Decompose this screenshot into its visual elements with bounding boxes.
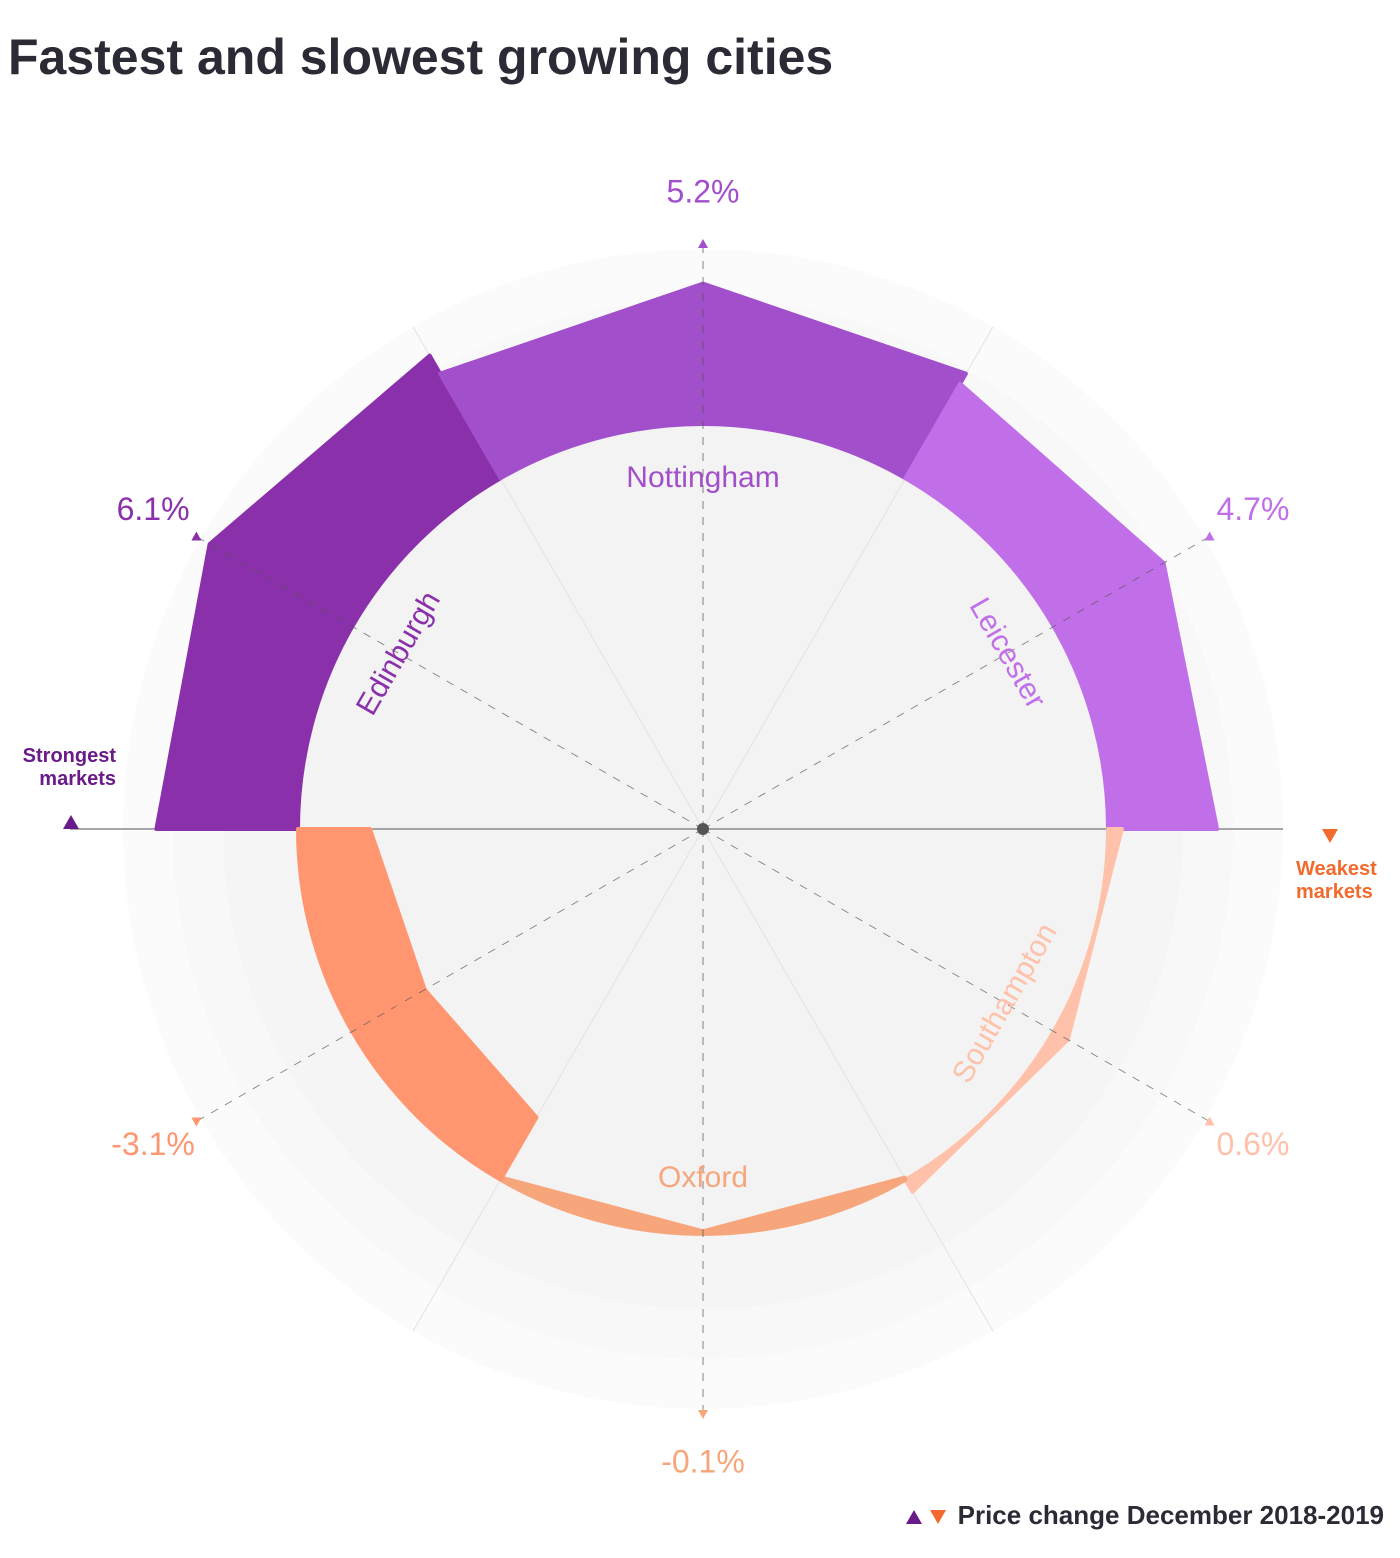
- value-marker: [1204, 531, 1215, 541]
- category-label: Nottingham: [626, 461, 779, 494]
- value-label: -3.1%: [111, 1126, 195, 1162]
- strong-marker: [63, 815, 79, 829]
- category-label: Oxford: [658, 1161, 748, 1194]
- legend-label: Price change December 2018-2019: [957, 1500, 1384, 1530]
- chart-title: Fastest and slowest growing cities: [8, 29, 834, 85]
- bar: [154, 353, 503, 831]
- value-label: 4.7%: [1216, 491, 1289, 527]
- center-dot: [697, 823, 709, 835]
- value-marker: [191, 1117, 202, 1127]
- bar: [903, 827, 1124, 1194]
- guide-line: [702, 828, 1210, 1122]
- bar: [296, 827, 539, 1182]
- legend-up-triangle: [905, 1509, 922, 1524]
- value-label: 5.2%: [667, 173, 740, 209]
- annotation: Weakest markets: [1296, 858, 1377, 903]
- value-marker: [698, 239, 708, 248]
- guide-line: [196, 828, 704, 1122]
- guide-line: [196, 536, 704, 830]
- legend: Price change December 2018-2019: [904, 1500, 1384, 1531]
- value-label: 6.1%: [117, 491, 190, 527]
- spoke: [702, 828, 994, 1332]
- legend-down-triangle: [929, 1509, 946, 1524]
- value-marker: [1204, 1116, 1215, 1126]
- annotation: Strongest markets: [22, 745, 116, 790]
- value-label: 0.6%: [1216, 1126, 1289, 1162]
- value-marker: [698, 1410, 708, 1419]
- value-label: -0.1%: [661, 1443, 745, 1479]
- weak-marker: [1322, 829, 1338, 843]
- bar: [498, 1175, 908, 1236]
- guide-line: [702, 536, 1210, 830]
- spoke: [412, 828, 704, 1332]
- value-marker: [191, 531, 202, 541]
- bar: [903, 381, 1220, 831]
- legend-icons: [905, 1509, 946, 1524]
